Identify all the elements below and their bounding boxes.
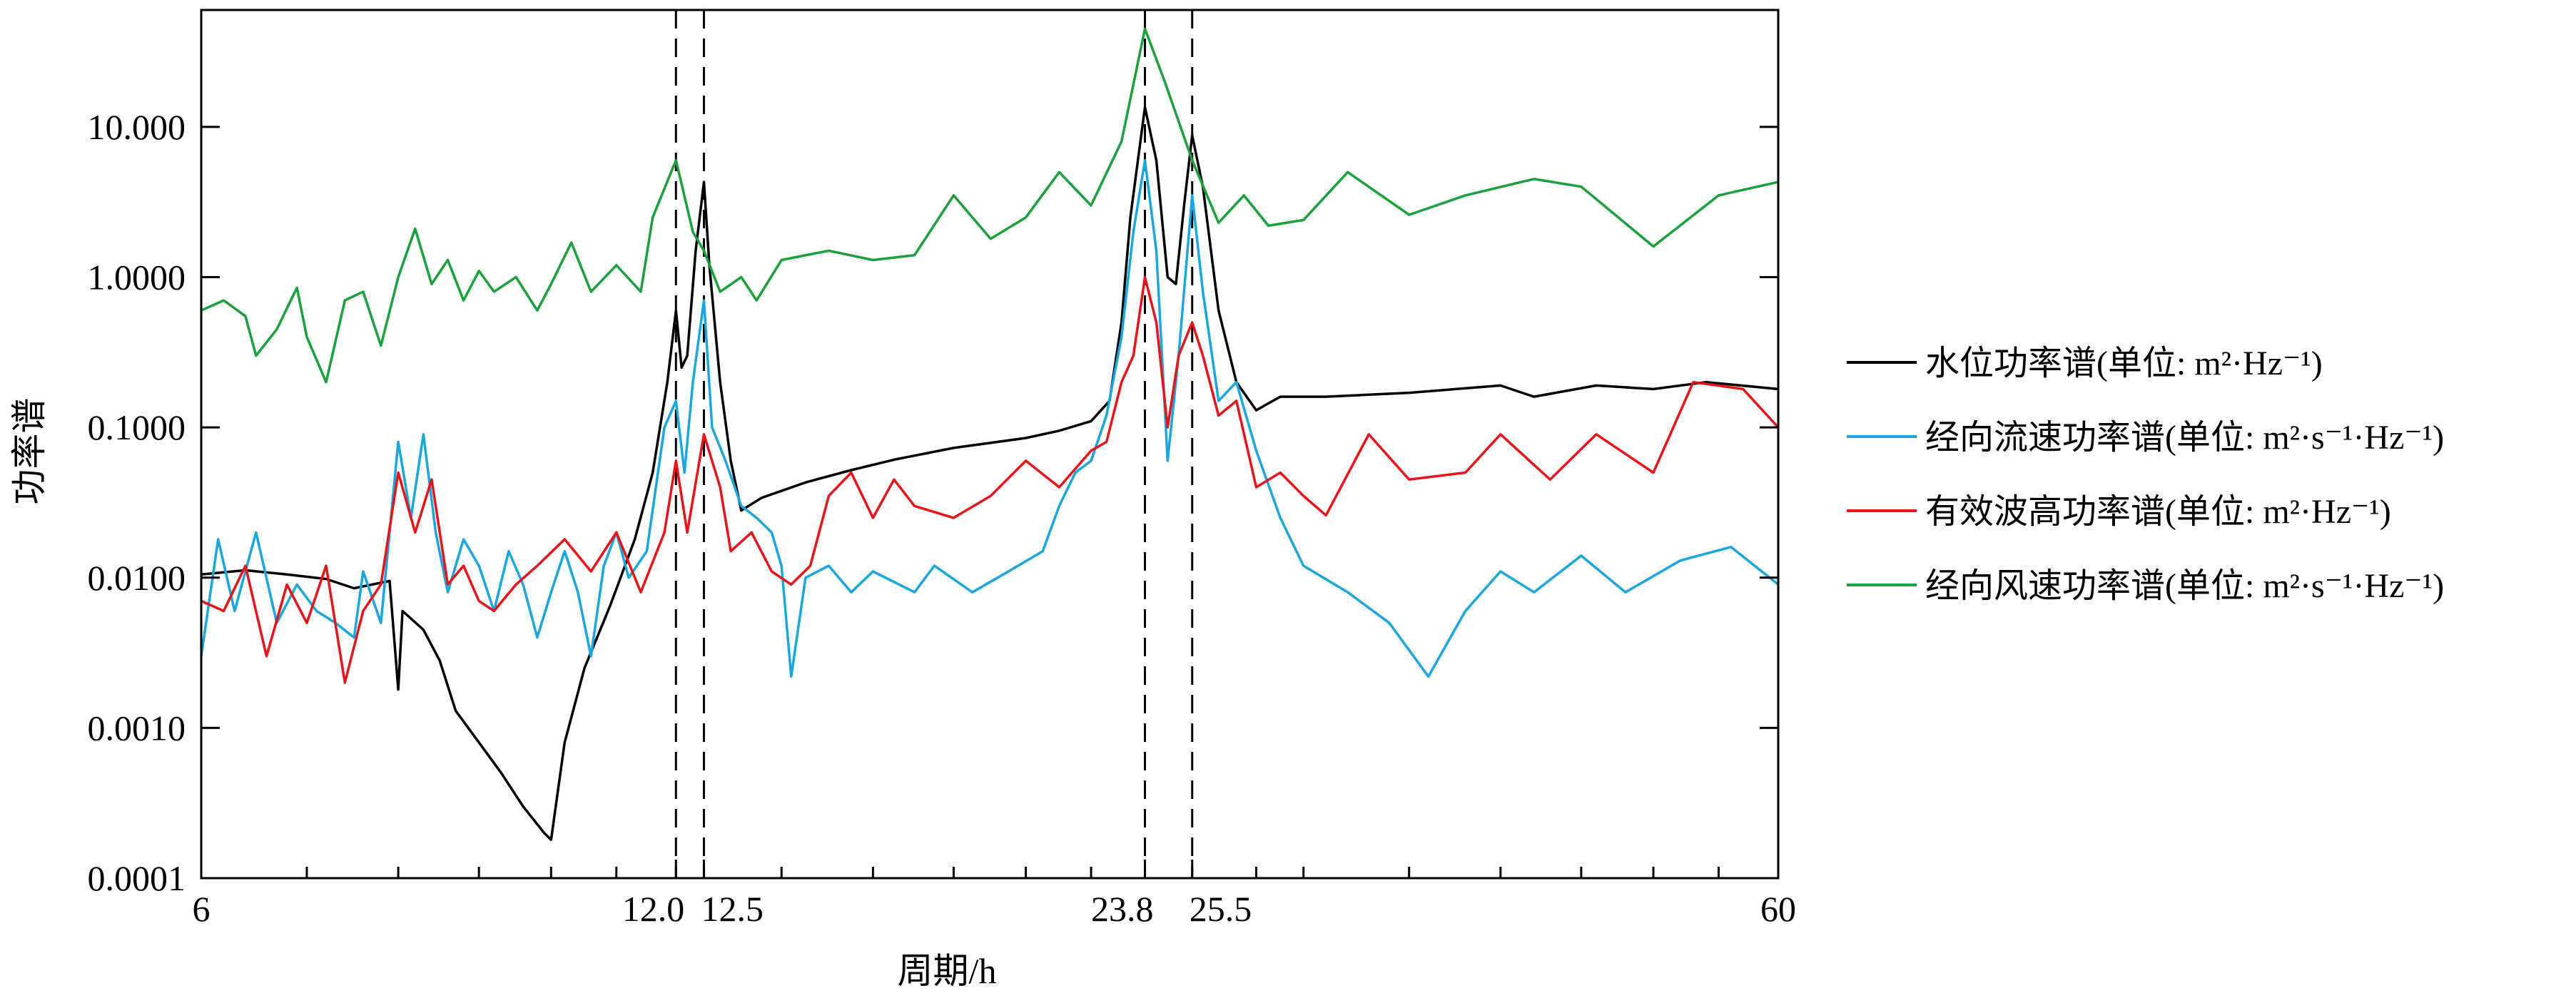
series-line-3 (201, 27, 1778, 384)
x-tick-label-1: 12.0 (622, 889, 685, 929)
x-tick-label-3: 23.8 (1091, 889, 1154, 929)
x-tick-label-2: 12.5 (701, 889, 763, 929)
x-axis-title: 周期/h (898, 951, 997, 991)
reference-lines (674, 10, 1194, 878)
legend: 水位功率谱(单位: m²·Hz⁻¹) 经向流速功率谱(单位: m²·s⁻¹·Hz⁻… (1847, 345, 2444, 605)
series-line-1 (201, 158, 1778, 678)
series-line-2 (201, 275, 1778, 684)
y-axis: 0.0001 0.0010 0.0100 0.1000 1.0000 10.000 (88, 107, 1778, 898)
y-tick-label-0: 0.0001 (88, 858, 186, 898)
y-tick-label-3: 0.1000 (88, 407, 186, 447)
y-tick-label-1: 0.0010 (88, 708, 186, 748)
x-tick-label-4: 25.5 (1190, 889, 1252, 929)
legend-label-1: 经向流速功率谱(单位: m²·s⁻¹·Hz⁻¹) (1925, 419, 2444, 457)
legend-label-3: 经向风速功率谱(单位: m²·s⁻¹·Hz⁻¹) (1925, 567, 2444, 605)
y-tick-label-2: 0.0100 (88, 558, 186, 598)
y-tick-label-5: 10.000 (88, 107, 186, 147)
x-tick-label-5: 60 (1760, 889, 1796, 929)
y-tick-label-4: 1.0000 (88, 258, 186, 297)
legend-label-0: 水位功率谱(单位: m²·Hz⁻¹) (1925, 345, 2323, 382)
legend-label-2: 有效波高功率谱(单位: m²·Hz⁻¹) (1925, 493, 2391, 531)
x-tick-label-0: 6 (193, 889, 211, 929)
x-axis: 6 12.0 12.5 23.8 25.5 60 (193, 860, 1796, 929)
y-axis-title: 功率谱 (9, 398, 49, 505)
plot-frame (200, 9, 1780, 880)
series-layer (201, 27, 1778, 841)
